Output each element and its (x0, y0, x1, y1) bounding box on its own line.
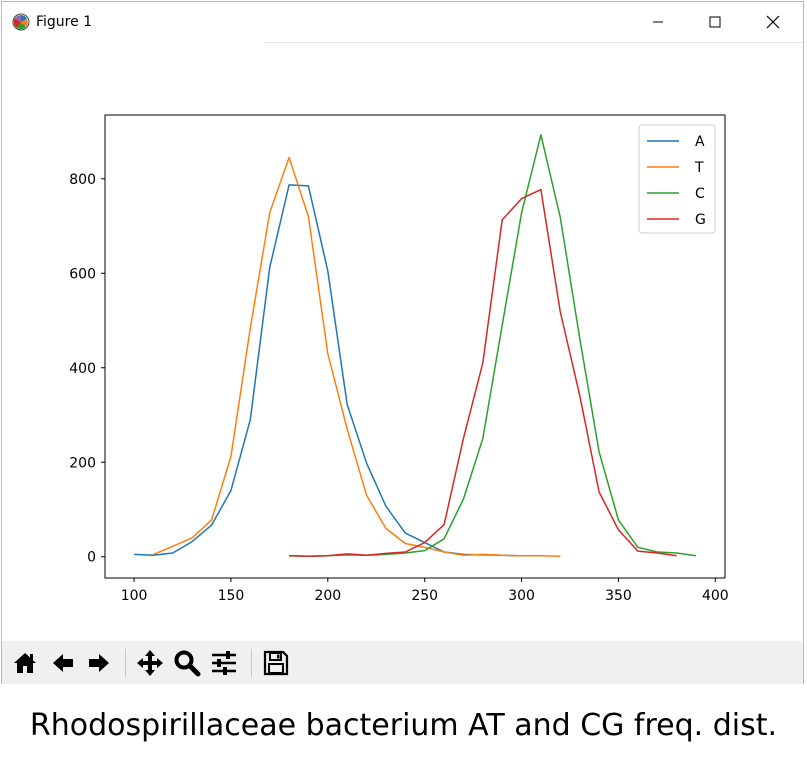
x-tick-label: 250 (411, 588, 438, 604)
save-button[interactable] (259, 647, 293, 679)
minimize-button[interactable] (629, 2, 687, 42)
zoom-icon (174, 650, 201, 677)
series-line-T (153, 156, 561, 558)
y-tick-label: 800 (69, 172, 96, 188)
maximize-icon (709, 16, 721, 28)
minimize-icon (653, 21, 663, 23)
x-tick-label: 400 (702, 588, 729, 604)
title-bar: Figure 1 (2, 2, 803, 43)
y-tick-label: 400 (69, 361, 96, 377)
save-icon (263, 650, 289, 676)
pan-icon (137, 650, 163, 676)
back-button[interactable] (46, 647, 80, 679)
home-icon (14, 653, 36, 673)
series-line-G (289, 188, 677, 558)
legend-box (638, 124, 716, 234)
forward-arrow-icon (89, 654, 109, 672)
x-tick-label: 150 (218, 588, 245, 604)
pan-button[interactable] (133, 647, 167, 679)
matplotlib-logo-icon (12, 13, 30, 31)
x-tick-label: 300 (508, 588, 535, 604)
x-tick-label: 350 (605, 588, 632, 604)
home-button[interactable] (8, 647, 42, 679)
x-tick-label: 100 (121, 588, 148, 604)
y-tick-label: 600 (69, 266, 96, 282)
y-tick-label: 0 (87, 550, 96, 566)
title-divider (264, 42, 803, 43)
configure-subplots-icon (212, 651, 236, 675)
figure-caption: Rhodospirillaceae bacterium AT and CG fr… (29, 708, 778, 743)
forward-button[interactable] (82, 647, 116, 679)
toolbar-separator (125, 649, 126, 677)
back-arrow-icon (53, 654, 73, 672)
legend-label-G: G (695, 212, 706, 228)
legend-label-A: A (695, 134, 705, 150)
axes-frame (104, 114, 726, 579)
legend-label-T: T (694, 160, 704, 176)
figure-window: Figure 1 100 150 200 250 300 350 400 0 200 400 600… (1, 1, 804, 684)
figure-canvas[interactable]: 100 150 200 250 300 350 400 0 200 400 600 800 A T C G (2, 43, 803, 641)
toolbar-separator (251, 649, 252, 677)
close-icon (766, 15, 780, 29)
window-title: Figure 1 (36, 14, 93, 30)
navigation-toolbar (2, 641, 803, 684)
maximize-button[interactable] (686, 2, 744, 42)
legend-label-C: C (695, 186, 705, 202)
zoom-button[interactable] (170, 647, 204, 679)
y-tick-label: 200 (69, 455, 96, 471)
x-tick-label: 200 (314, 588, 341, 604)
close-button[interactable] (744, 2, 802, 42)
configure-subplots-button[interactable] (207, 647, 241, 679)
